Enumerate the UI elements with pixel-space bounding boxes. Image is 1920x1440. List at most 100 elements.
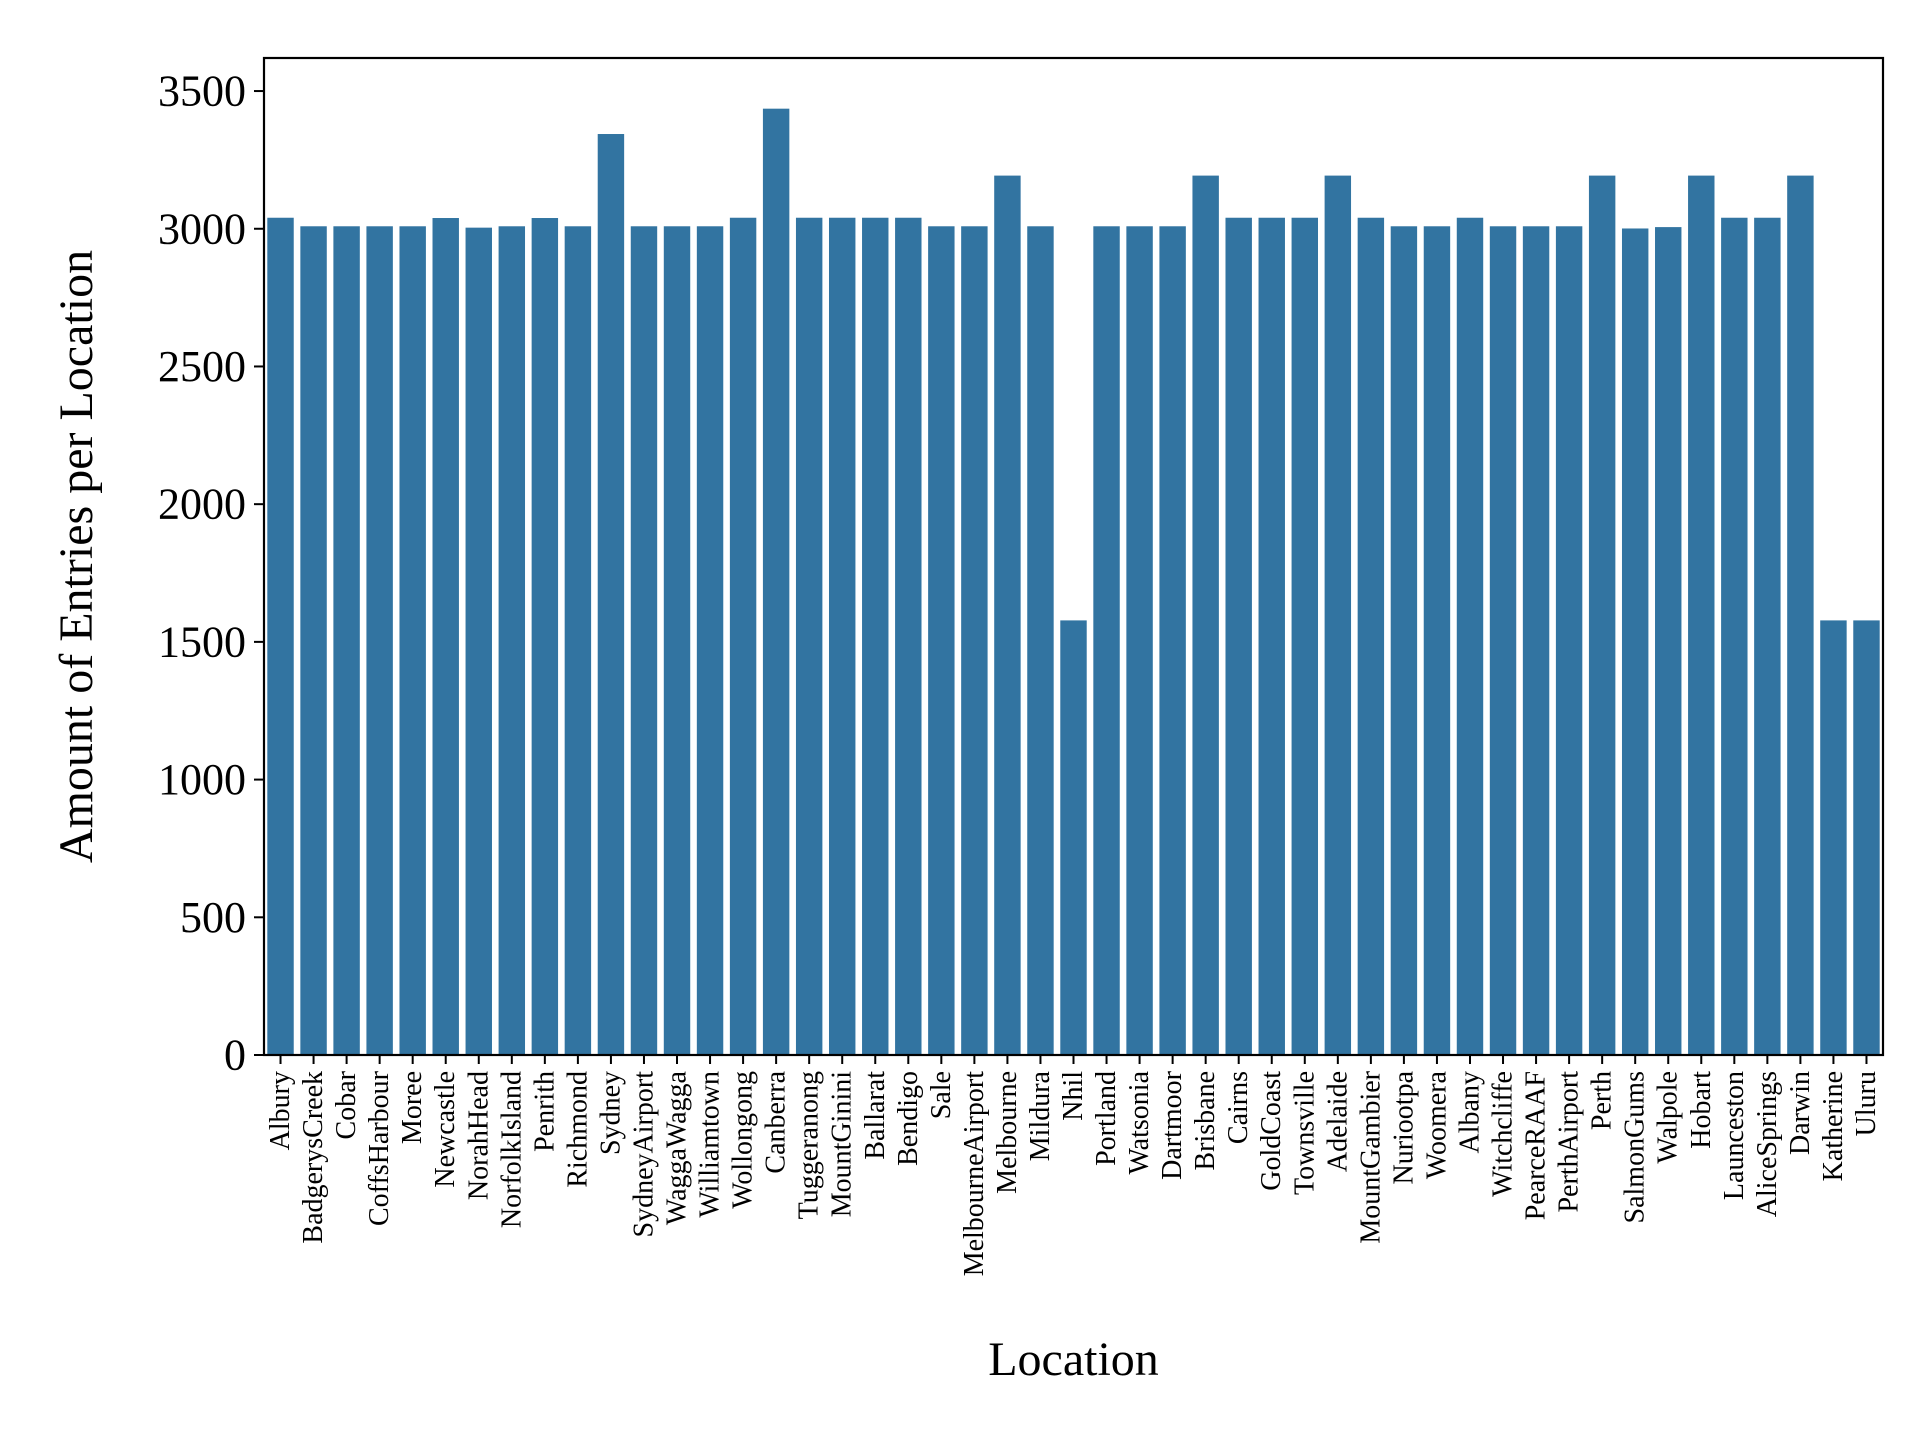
x-tick-label: Williamtown — [695, 1071, 726, 1218]
bar-SalmonGums — [1621, 228, 1649, 1055]
x-tick-label: Tuggeranong — [794, 1071, 825, 1219]
x-tick-label: Watsonia — [1124, 1070, 1155, 1174]
x-tick-label: NorfolkIsland — [496, 1071, 527, 1228]
bar-NorahHead — [465, 227, 492, 1055]
x-tick-label: MountGambier — [1355, 1070, 1386, 1243]
x-tick-label: Townsville — [1289, 1071, 1320, 1195]
x-tick-label: Melbourne — [992, 1071, 1023, 1194]
x-tick-label: Sale — [926, 1071, 957, 1119]
bar-Ballarat — [862, 217, 889, 1055]
x-tick-label: CoffsHarbour — [364, 1070, 395, 1226]
y-tick-label: 2000 — [158, 480, 246, 529]
x-tick-label: Wollongong — [728, 1071, 759, 1209]
x-tick-label: Adelaide — [1322, 1071, 1353, 1172]
bar-Nuriootpa — [1390, 226, 1418, 1055]
bar-Townsville — [1291, 217, 1319, 1055]
bar-Cairns — [1225, 217, 1252, 1055]
y-axis: 0 500 1000 1500 2000 2500 3000 3500 — [158, 67, 264, 1080]
x-tick-label: Woomera — [1421, 1070, 1452, 1179]
bar-Canberra — [762, 108, 790, 1055]
x-tick-label: SydneyAirport — [628, 1071, 659, 1238]
x-tick-label: Darwin — [1785, 1071, 1816, 1155]
bar-MountGinini — [828, 217, 856, 1055]
bar-Adelaide — [1324, 175, 1352, 1055]
bar-Dartmoor — [1159, 226, 1186, 1055]
x-tick-label: GoldCoast — [1256, 1071, 1287, 1191]
bar-Williamtown — [696, 226, 724, 1055]
bar-Mildura — [1027, 226, 1054, 1055]
x-tick-label: Sydney — [595, 1071, 626, 1155]
x-tick-label: Ballarat — [860, 1071, 891, 1160]
bar-Woomera — [1423, 226, 1451, 1055]
bar-Uluru — [1853, 620, 1880, 1055]
bar-Watsonia — [1126, 226, 1153, 1055]
bar-Sydney — [597, 134, 625, 1056]
bar-Nhil — [1060, 620, 1087, 1055]
x-tick-label: Cairns — [1223, 1071, 1254, 1144]
bars-group — [267, 108, 1880, 1056]
x-tick-label: PearceRAAF — [1521, 1071, 1552, 1220]
x-tick-label: Katherine — [1818, 1071, 1849, 1181]
x-tick-label: Albury — [265, 1071, 296, 1150]
bar-Albany — [1456, 217, 1484, 1055]
y-tick-label: 2500 — [158, 342, 246, 391]
bar-BadgerysCreek — [300, 226, 327, 1055]
x-axis: Albury BadgerysCreek Cobar CoffsHarbour More… — [265, 1055, 1882, 1276]
x-tick-label: Hobart — [1686, 1071, 1717, 1149]
bar-CoffsHarbour — [366, 226, 393, 1055]
bar-Katherine — [1820, 620, 1847, 1055]
x-tick-label: MelbourneAirport — [959, 1071, 990, 1277]
bar-Wollongong — [729, 217, 757, 1055]
bar-WaggaWagga — [663, 226, 691, 1055]
x-tick-label: Launceston — [1719, 1071, 1750, 1200]
x-tick-label: BadgerysCreek — [298, 1071, 329, 1244]
y-tick-label: 1000 — [158, 755, 246, 804]
bar-Richmond — [564, 226, 592, 1055]
bar-MelbourneAirport — [961, 226, 988, 1055]
bar-SydneyAirport — [630, 226, 658, 1055]
y-tick-label: 3000 — [158, 204, 246, 253]
bar-Albury — [267, 217, 294, 1055]
plot-frame — [262, 56, 1885, 1057]
x-tick-label: Moree — [397, 1071, 428, 1144]
bar-Tuggeranong — [795, 217, 823, 1055]
x-tick-label: WaggaWagga — [662, 1070, 693, 1225]
bar-Darwin — [1787, 175, 1814, 1055]
bar-Melbourne — [994, 175, 1021, 1055]
x-tick-label: Cobar — [331, 1070, 362, 1139]
x-tick-label: Walpole — [1653, 1071, 1684, 1164]
bar-GoldCoast — [1258, 217, 1285, 1055]
x-tick-label: Witchcliffe — [1488, 1071, 1519, 1197]
x-tick-label: PerthAirport — [1554, 1071, 1585, 1213]
bar-NorfolkIsland — [498, 226, 526, 1055]
bar-MountGambier — [1357, 217, 1385, 1055]
bar-Cobar — [333, 226, 360, 1055]
bar-Launceston — [1721, 217, 1748, 1055]
x-tick-label: Nhil — [1058, 1071, 1089, 1121]
x-tick-label: Perth — [1587, 1071, 1618, 1130]
x-tick-label: Dartmoor — [1157, 1070, 1188, 1180]
x-tick-label: Nuriootpa — [1388, 1070, 1419, 1184]
x-tick-label: Portland — [1091, 1071, 1122, 1166]
x-tick-label: Penrith — [529, 1071, 560, 1152]
x-axis-label: Location — [988, 1333, 1159, 1386]
bar-Penrith — [531, 218, 559, 1055]
x-tick-label: Uluru — [1851, 1071, 1882, 1136]
bar-PerthAirport — [1555, 226, 1583, 1055]
y-tick-label: 1500 — [158, 617, 246, 666]
bar-Newcastle — [432, 218, 459, 1055]
x-tick-label: Richmond — [562, 1071, 593, 1188]
x-tick-label: Newcastle — [430, 1071, 461, 1188]
bar-Perth — [1588, 175, 1616, 1055]
bar-Bendigo — [895, 217, 922, 1055]
x-tick-label: Canberra — [761, 1070, 792, 1173]
y-tick-label: 3500 — [158, 67, 246, 116]
x-tick-label: Brisbane — [1190, 1071, 1221, 1171]
y-tick-label: 500 — [180, 893, 246, 942]
bar-PearceRAAF — [1522, 226, 1550, 1055]
bar-AliceSprings — [1754, 217, 1781, 1055]
y-tick-label: 0 — [224, 1031, 246, 1080]
x-tick-label: Mildura — [1025, 1070, 1056, 1161]
x-tick-label: Albany — [1454, 1071, 1485, 1153]
